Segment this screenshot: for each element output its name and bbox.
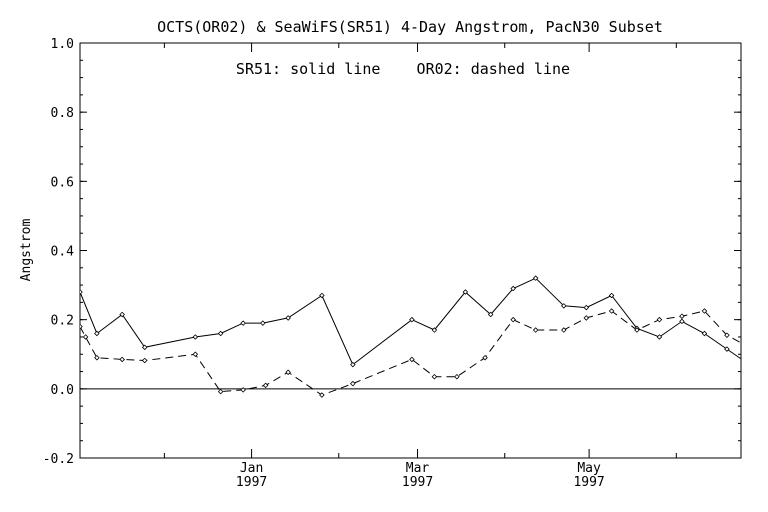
series-layer: [80, 275, 751, 398]
data-point-or02: [724, 332, 730, 338]
data-point-sr51: [141, 344, 148, 351]
data-point-or02: [679, 313, 685, 319]
data-point-or02: [608, 308, 615, 314]
data-point-or02: [532, 327, 539, 333]
data-point-or02: [656, 316, 663, 323]
data-point-or02: [701, 308, 708, 314]
y-tick-label: 0.2: [51, 314, 74, 329]
y-tick-label: 0.0: [51, 383, 74, 398]
data-point-sr51: [583, 304, 590, 311]
data-point-or02: [510, 316, 516, 323]
series-line-or02: [80, 310, 741, 396]
y-tick-label: 0.4: [51, 245, 75, 260]
data-point-or02: [583, 315, 590, 321]
data-point-sr51: [608, 292, 615, 299]
data-point-sr51: [724, 346, 730, 352]
y-tick-label: -0.2: [43, 452, 74, 467]
x-tick-label-month: Jan: [240, 461, 263, 476]
data-point-sr51: [94, 330, 100, 337]
data-point-or02: [285, 369, 291, 375]
data-point-or02: [192, 351, 199, 358]
data-point-sr51: [119, 311, 125, 318]
data-point-sr51: [561, 303, 567, 309]
plot-frame: [79, 42, 742, 459]
data-point-or02: [217, 388, 224, 395]
y-axis-label: Angstrom: [19, 219, 34, 282]
line-style-annotation: SR51: solid line OR02: dashed line: [236, 60, 570, 78]
data-point-sr51: [350, 361, 356, 368]
data-point-sr51: [656, 334, 663, 340]
x-tick-label-month: May: [577, 461, 601, 476]
data-point-or02: [454, 373, 460, 380]
y-tick-label: 0.8: [51, 106, 74, 121]
y-tick-label: 0.6: [51, 175, 74, 190]
data-point-sr51: [747, 362, 751, 366]
data-point-sr51: [701, 330, 708, 337]
axes: -0.20.00.20.40.60.81.0Jan1997Mar1997May1…: [43, 37, 741, 490]
data-point-or02: [747, 345, 751, 349]
data-point-sr51: [510, 285, 516, 292]
data-point-or02: [431, 373, 438, 380]
data-point-or02: [350, 380, 356, 387]
data-point-or02: [240, 387, 246, 393]
data-point-sr51: [285, 315, 291, 321]
data-point-or02: [561, 327, 567, 333]
data-point-or02: [409, 356, 415, 363]
chart-title: OCTS(OR02) & SeaWiFS(SR51) 4-Day Angstro…: [157, 18, 663, 36]
data-point-sr51: [679, 318, 685, 325]
series-line-sr51: [80, 277, 741, 366]
x-tick-label-year: 1997: [402, 475, 433, 490]
data-point-or02: [634, 327, 640, 333]
data-point-or02: [262, 382, 269, 389]
x-tick-label-year: 1997: [236, 475, 267, 490]
data-point-or02: [119, 356, 125, 363]
x-tick-label-year: 1997: [573, 475, 604, 490]
data-point-or02: [94, 354, 100, 361]
data-point-sr51: [409, 316, 415, 323]
data-point-sr51: [431, 327, 438, 333]
data-point-sr51: [240, 320, 246, 326]
data-point-or02: [319, 392, 325, 398]
data-point-or02: [82, 334, 89, 340]
data-point-sr51: [487, 311, 494, 318]
x-tick-label-month: Mar: [406, 461, 430, 476]
data-point-sr51: [532, 275, 539, 281]
data-point-or02: [80, 323, 83, 330]
data-point-sr51: [217, 330, 224, 337]
data-point-sr51: [260, 320, 266, 326]
data-point-sr51: [192, 334, 199, 340]
data-point-sr51: [80, 289, 83, 295]
data-point-or02: [141, 357, 148, 364]
data-point-sr51: [462, 289, 469, 295]
data-point-sr51: [319, 292, 325, 299]
data-point-or02: [482, 354, 488, 361]
y-tick-label: 1.0: [51, 37, 74, 52]
